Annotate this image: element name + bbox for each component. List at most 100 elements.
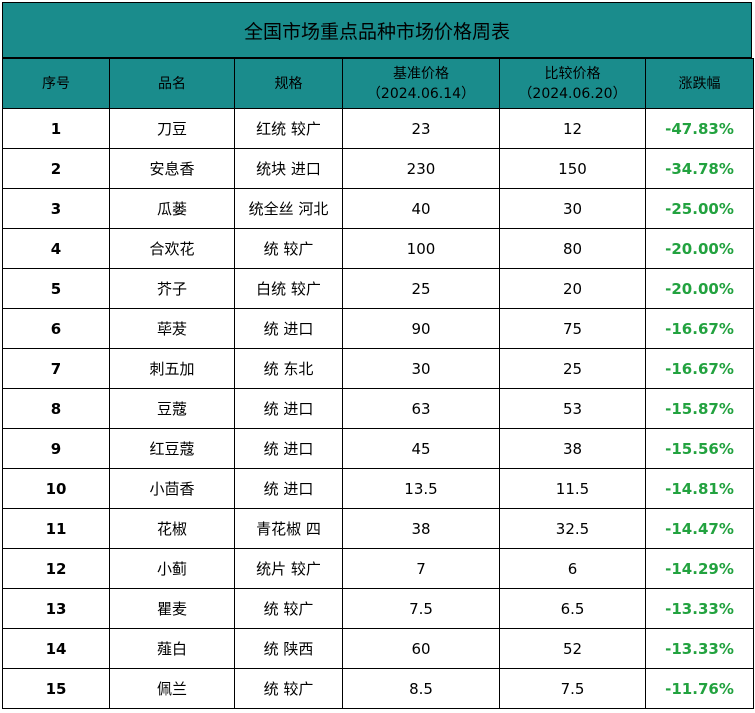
row-name: 刺五加	[109, 348, 235, 389]
row-spec: 统 进口	[234, 388, 343, 429]
row-name: 荜茇	[109, 308, 235, 349]
row-change: -16.67%	[645, 308, 754, 349]
header-seq: 序号	[2, 58, 110, 109]
header-row: 序号 品名 规格 基准价格 （2024.06.14） 比较价格 （2024.06…	[2, 58, 754, 109]
table-row: 12 小蓟 统片 较广 7 6 -14.29%	[2, 548, 754, 589]
row-spec: 白统 较广	[234, 268, 343, 309]
table-row: 8 豆蔻统 进口 63 53 -15.87%	[2, 388, 754, 429]
row-seq: 7	[2, 348, 110, 389]
row-spec: 红统 较广	[234, 108, 343, 149]
header-compare-price-label: 比较价格	[544, 65, 601, 82]
row-spec: 统 进口	[234, 468, 343, 509]
row-compare-price: 53	[499, 388, 646, 429]
row-name: 安息香	[109, 148, 235, 189]
row-base-price: 60	[342, 628, 500, 669]
row-base-price: 230	[342, 148, 500, 189]
row-spec: 青花椒 四	[234, 508, 343, 549]
row-spec: 统 东北	[234, 348, 343, 389]
row-base-price: 45	[342, 428, 500, 469]
table-row: 11 花椒 青花椒 四 38 32.5 -14.47%	[2, 508, 754, 549]
row-compare-price: 7.5	[499, 668, 646, 709]
row-name: 小蓟	[109, 548, 235, 589]
row-base-price: 7.5	[342, 588, 500, 629]
row-compare-price: 6.5	[499, 588, 646, 629]
row-name: 豆蔻	[109, 388, 235, 429]
table-row: 15 佩兰统 较广 8.5 7.5 -11.76%	[2, 668, 754, 709]
row-change: -11.76%	[645, 668, 754, 709]
price-table: 序号 品名 规格 基准价格 （2024.06.14） 比较价格 （2024.06…	[2, 58, 754, 709]
row-name: 花椒	[109, 508, 235, 549]
row-name: 刀豆	[109, 108, 235, 149]
row-seq: 12	[2, 548, 110, 589]
table-body: 1 刀豆 红统 较广 23 12 -47.83% 2 安息香 统块 进口 230 150 -34.78…	[2, 108, 754, 709]
table-row: 9 红豆蔻统 进口 45 38 -15.56%	[2, 428, 754, 469]
table-row: 4 合欢花统 较广 100 80 -20.00%	[2, 228, 754, 269]
row-name: 合欢花	[109, 228, 235, 269]
table-row: 14 薤白统 陕西 60 52 -13.33%	[2, 628, 754, 669]
table-row: 7 刺五加统 东北 30 25 -16.67%	[2, 348, 754, 389]
row-compare-price: 32.5	[499, 508, 646, 549]
header-compare-date: （2024.06.20）	[518, 85, 627, 102]
row-spec: 统块 进口	[234, 148, 343, 189]
row-change: -16.67%	[645, 348, 754, 389]
row-change: -13.33%	[645, 628, 754, 669]
row-spec: 统 进口	[234, 428, 343, 469]
row-spec: 统 进口	[234, 308, 343, 349]
row-compare-price: 30	[499, 188, 646, 229]
header-name: 品名	[109, 58, 235, 109]
row-spec: 统 较广	[234, 588, 343, 629]
row-base-price: 23	[342, 108, 500, 149]
row-seq: 11	[2, 508, 110, 549]
row-seq: 5	[2, 268, 110, 309]
row-spec: 统 较广	[234, 668, 343, 709]
row-change: -14.47%	[645, 508, 754, 549]
row-seq: 13	[2, 588, 110, 629]
row-compare-price: 6	[499, 548, 646, 589]
row-name: 瓜蒌	[109, 188, 235, 229]
row-base-price: 13.5	[342, 468, 500, 509]
row-name: 佩兰	[109, 668, 235, 709]
table-row: 6 荜茇统 进口 90 75 -16.67%	[2, 308, 754, 349]
table-row: 1 刀豆 红统 较广 23 12 -47.83%	[2, 108, 754, 149]
row-compare-price: 38	[499, 428, 646, 469]
row-compare-price: 11.5	[499, 468, 646, 509]
row-seq: 1	[2, 108, 110, 149]
row-seq: 10	[2, 468, 110, 509]
row-compare-price: 150	[499, 148, 646, 189]
row-base-price: 40	[342, 188, 500, 229]
row-compare-price: 80	[499, 228, 646, 269]
row-spec: 统全丝 河北	[234, 188, 343, 229]
row-seq: 9	[2, 428, 110, 469]
row-change: -34.78%	[645, 148, 754, 189]
row-base-price: 100	[342, 228, 500, 269]
row-name: 瞿麦	[109, 588, 235, 629]
table-title: 全国市场重点品种市场价格周表	[2, 2, 752, 58]
row-base-price: 7	[342, 548, 500, 589]
row-change: -15.87%	[645, 388, 754, 429]
row-seq: 2	[2, 148, 110, 189]
header-change: 涨跌幅	[645, 58, 754, 109]
row-base-price: 30	[342, 348, 500, 389]
row-change: -20.00%	[645, 228, 754, 269]
row-base-price: 38	[342, 508, 500, 549]
row-spec: 统 较广	[234, 228, 343, 269]
table-row: 10 小茴香统 进口 13.5 11.5 -14.81%	[2, 468, 754, 509]
header-spec: 规格	[234, 58, 343, 109]
row-change: -13.33%	[645, 588, 754, 629]
row-base-price: 63	[342, 388, 500, 429]
row-change: -14.29%	[645, 548, 754, 589]
row-base-price: 25	[342, 268, 500, 309]
table-row: 2 安息香 统块 进口 230 150 -34.78%	[2, 148, 754, 189]
row-spec: 统 陕西	[234, 628, 343, 669]
row-spec: 统片 较广	[234, 548, 343, 589]
row-compare-price: 20	[499, 268, 646, 309]
row-name: 红豆蔻	[109, 428, 235, 469]
row-change: -47.83%	[645, 108, 754, 149]
table-row: 13 瞿麦统 较广 7.5 6.5 -13.33%	[2, 588, 754, 629]
row-compare-price: 25	[499, 348, 646, 389]
row-compare-price: 75	[499, 308, 646, 349]
row-base-price: 90	[342, 308, 500, 349]
header-compare-price: 比较价格 （2024.06.20）	[499, 58, 646, 109]
row-base-price: 8.5	[342, 668, 500, 709]
